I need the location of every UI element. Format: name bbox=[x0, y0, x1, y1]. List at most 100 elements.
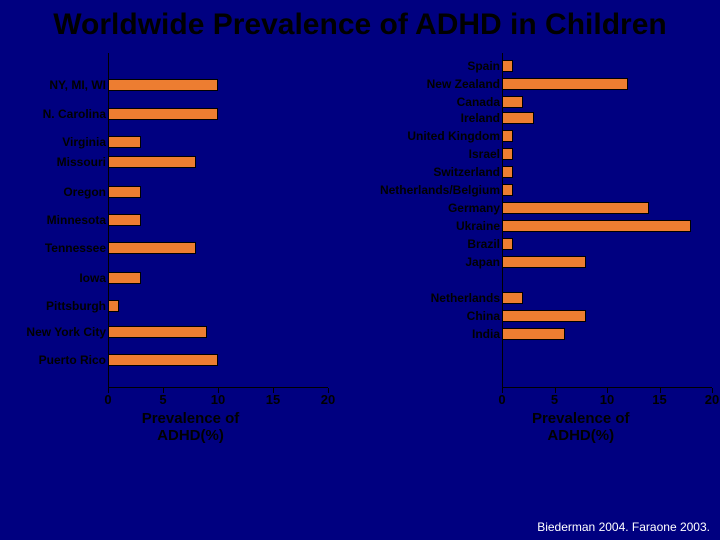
left_chart-bar bbox=[108, 156, 328, 168]
right_chart-y-axis bbox=[502, 53, 503, 388]
right_chart-row: Japan bbox=[352, 255, 712, 269]
right_chart-x-axis-label: Prevalence of ADHD(%) bbox=[502, 410, 660, 445]
left_chart-row: N. Carolina bbox=[8, 107, 328, 121]
right_chart-bar-fill bbox=[502, 148, 513, 160]
right_chart-row: Brazil bbox=[352, 237, 712, 251]
left_chart-bar bbox=[108, 326, 328, 338]
right_chart-bar bbox=[502, 78, 712, 90]
left_chart-bar bbox=[108, 272, 328, 284]
left_chart-bar bbox=[108, 354, 328, 366]
right_chart-category-label: India bbox=[352, 327, 502, 341]
right_chart-category-label: Japan bbox=[352, 255, 502, 269]
left_chart-bar-fill bbox=[108, 108, 218, 120]
right_chart-bar-fill bbox=[502, 130, 513, 142]
right_chart-bar bbox=[502, 166, 712, 178]
right_chart-row: Ukraine bbox=[352, 219, 712, 233]
right_chart-bar bbox=[502, 184, 712, 196]
right_chart-bar bbox=[502, 328, 712, 340]
right-plot-area: SpainNew ZealandCanadaIrelandUnited King… bbox=[352, 53, 712, 388]
right_chart-row: United Kingdom bbox=[352, 129, 712, 143]
right_chart-category-label: Netherlands bbox=[352, 291, 502, 305]
right-chart: SpainNew ZealandCanadaIrelandUnited King… bbox=[352, 53, 712, 388]
right_chart-bar-fill bbox=[502, 78, 628, 90]
citation-text: Biederman 2004. Faraone 2003. bbox=[537, 520, 710, 534]
right_chart-bar-fill bbox=[502, 292, 523, 304]
left_chart-xtick-label: 10 bbox=[211, 392, 225, 407]
right_chart-category-label: Germany bbox=[352, 201, 502, 215]
right_chart-bar-fill bbox=[502, 96, 523, 108]
right_chart-xtick-label: 5 bbox=[551, 392, 558, 407]
left_chart-bar-fill bbox=[108, 79, 218, 91]
right_chart-category-label: China bbox=[352, 309, 502, 323]
right_chart-category-label: United Kingdom bbox=[352, 129, 502, 143]
right_chart-bar bbox=[502, 112, 712, 124]
left_chart-bar bbox=[108, 242, 328, 254]
charts-container: NY, MI, WI N. Carolina Virginia Missouri Ore… bbox=[0, 53, 720, 388]
right_chart-bar-fill bbox=[502, 328, 565, 340]
right_chart-bar-fill bbox=[502, 202, 649, 214]
right_chart-xtick-label: 15 bbox=[652, 392, 666, 407]
right_chart-bar-fill bbox=[502, 166, 513, 178]
left_chart-bar-fill bbox=[108, 354, 218, 366]
left_chart-bar bbox=[108, 214, 328, 226]
left_chart-xtick-label: 15 bbox=[266, 392, 280, 407]
right_chart-category-label: Canada bbox=[352, 95, 502, 109]
left_chart-y-axis bbox=[108, 53, 109, 388]
right_chart-category-label: Israel bbox=[352, 147, 502, 161]
right_chart-bar bbox=[502, 202, 712, 214]
left_chart-category-label: New York City bbox=[8, 325, 108, 339]
left_chart-category-label: Tennessee bbox=[8, 241, 108, 255]
right_chart-category-label: Brazil bbox=[352, 237, 502, 251]
left_chart-row: Puerto Rico bbox=[8, 353, 328, 367]
right_chart-bar bbox=[502, 256, 712, 268]
left_chart-bar-fill bbox=[108, 214, 141, 226]
left_chart-xtick-label: 5 bbox=[159, 392, 166, 407]
left_chart-xtick-label: 20 bbox=[321, 392, 335, 407]
left_chart-category-label: NY, MI, WI bbox=[8, 78, 108, 92]
right_chart-bar bbox=[502, 130, 712, 142]
left_chart-bar bbox=[108, 136, 328, 148]
right_chart-row: Switzerland bbox=[352, 165, 712, 179]
left_chart-row: New York City bbox=[8, 325, 328, 339]
left_chart-category-label: Puerto Rico bbox=[8, 353, 108, 367]
right_chart-category-label: Ireland bbox=[352, 111, 502, 125]
right_chart-bar bbox=[502, 310, 712, 322]
left_chart-bar-fill bbox=[108, 156, 196, 168]
right_chart-row: Israel bbox=[352, 147, 712, 161]
left_chart-row: Pittsburgh bbox=[8, 299, 328, 313]
left_chart-category-label: Iowa bbox=[8, 271, 108, 285]
left-plot-area: NY, MI, WI N. Carolina Virginia Missouri Ore… bbox=[8, 53, 328, 388]
left_chart-row: NY, MI, WI bbox=[8, 78, 328, 92]
right_chart-bar-fill bbox=[502, 256, 586, 268]
left_chart-bar-fill bbox=[108, 186, 141, 198]
right_chart-bar bbox=[502, 238, 712, 250]
right_chart-bar bbox=[502, 96, 712, 108]
left_chart-x-axis-label: Prevalence of ADHD(%) bbox=[108, 410, 273, 445]
left_chart-bar-fill bbox=[108, 136, 141, 148]
right_chart-category-label: New Zealand bbox=[352, 77, 502, 91]
left_chart-row: Oregon bbox=[8, 185, 328, 199]
right_chart-bar-fill bbox=[502, 60, 513, 72]
right_chart-row: Netherlands/Belgium bbox=[352, 183, 712, 197]
left_chart-category-label: Virginia bbox=[8, 135, 108, 149]
right_chart-bar bbox=[502, 292, 712, 304]
left_chart-bar bbox=[108, 186, 328, 198]
right_chart-bar-fill bbox=[502, 184, 513, 196]
left_chart-row: Tennessee bbox=[8, 241, 328, 255]
left_chart-category-label: Pittsburgh bbox=[8, 299, 108, 313]
right_chart-row: India bbox=[352, 327, 712, 341]
left_chart-bar bbox=[108, 79, 328, 91]
left_chart-category-label: Missouri bbox=[8, 155, 108, 169]
left_chart-bar-fill bbox=[108, 272, 141, 284]
right_chart-row: Canada bbox=[352, 95, 712, 109]
right_chart-bar bbox=[502, 148, 712, 160]
right_chart-row: China bbox=[352, 309, 712, 323]
left-chart: NY, MI, WI N. Carolina Virginia Missouri Ore… bbox=[8, 53, 328, 388]
right_chart-row: Netherlands bbox=[352, 291, 712, 305]
right_chart-xtick-label: 10 bbox=[600, 392, 614, 407]
right_chart-category-label: Netherlands/Belgium bbox=[352, 183, 502, 197]
right_chart-bar-fill bbox=[502, 220, 691, 232]
right_chart-bar bbox=[502, 60, 712, 72]
left_chart-row: Virginia bbox=[8, 135, 328, 149]
right_chart-row: New Zealand bbox=[352, 77, 712, 91]
